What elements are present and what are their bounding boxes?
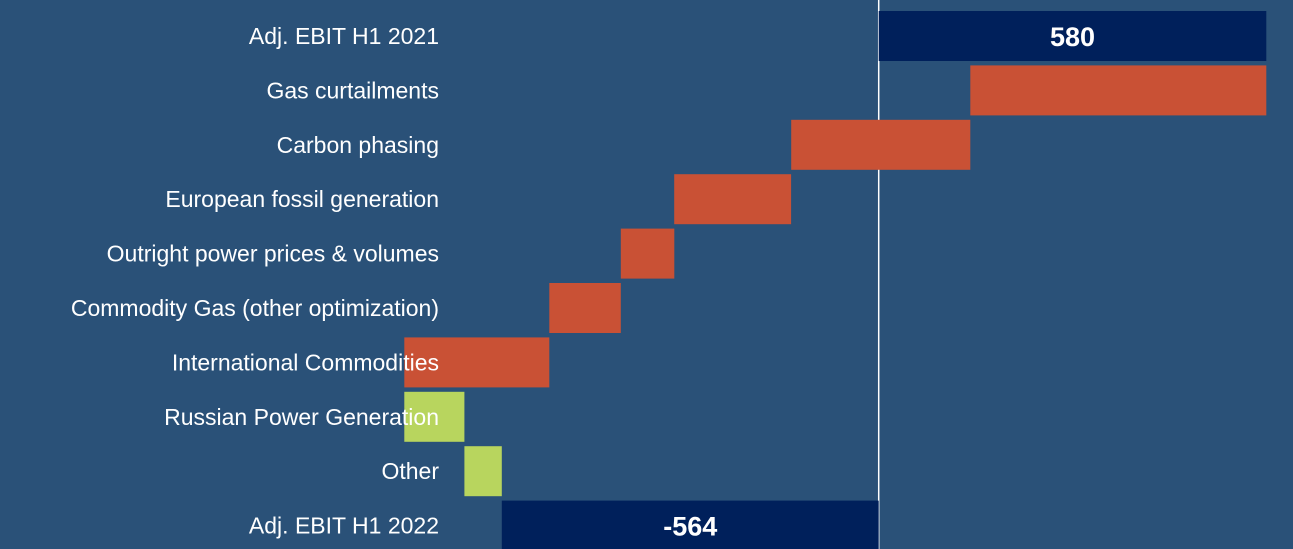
bar-carbon-phasing bbox=[791, 119, 971, 170]
bar-commodity-gas-other-optimization bbox=[549, 283, 621, 333]
category-label-outright-power-prices-volumes: Outright power prices & volumes bbox=[107, 241, 439, 267]
category-label-adj-ebit-h1-2021: Adj. EBIT H1 2021 bbox=[249, 23, 439, 49]
data-label-adj-ebit-h1-2022: -564 bbox=[663, 512, 717, 542]
bar-international-commodities bbox=[404, 337, 550, 388]
category-label-european-fossil-generation: European fossil generation bbox=[165, 186, 439, 212]
data-label-adj-ebit-h1-2021: 580 bbox=[1050, 22, 1095, 52]
category-label-international-commodities: International Commodities bbox=[172, 349, 439, 375]
bar-russian-power-generation bbox=[404, 391, 465, 442]
bar-adj-ebit-h1-2021 bbox=[878, 11, 1267, 61]
category-label-commodity-gas-other-optimization: Commodity Gas (other optimization) bbox=[71, 295, 439, 321]
category-label-gas-curtailments: Gas curtailments bbox=[266, 77, 439, 103]
bar-adj-ebit-h1-2022 bbox=[501, 500, 879, 549]
category-label-adj-ebit-h1-2022: Adj. EBIT H1 2022 bbox=[249, 513, 439, 539]
category-label-other: Other bbox=[381, 458, 439, 484]
category-label-russian-power-generation: Russian Power Generation bbox=[164, 404, 439, 430]
bar-european-fossil-generation bbox=[674, 174, 792, 225]
bar-outright-power-prices-volumes bbox=[620, 228, 675, 279]
category-label-carbon-phasing: Carbon phasing bbox=[277, 132, 439, 158]
bar-other bbox=[464, 446, 502, 497]
bar-gas-curtailments bbox=[970, 65, 1267, 116]
